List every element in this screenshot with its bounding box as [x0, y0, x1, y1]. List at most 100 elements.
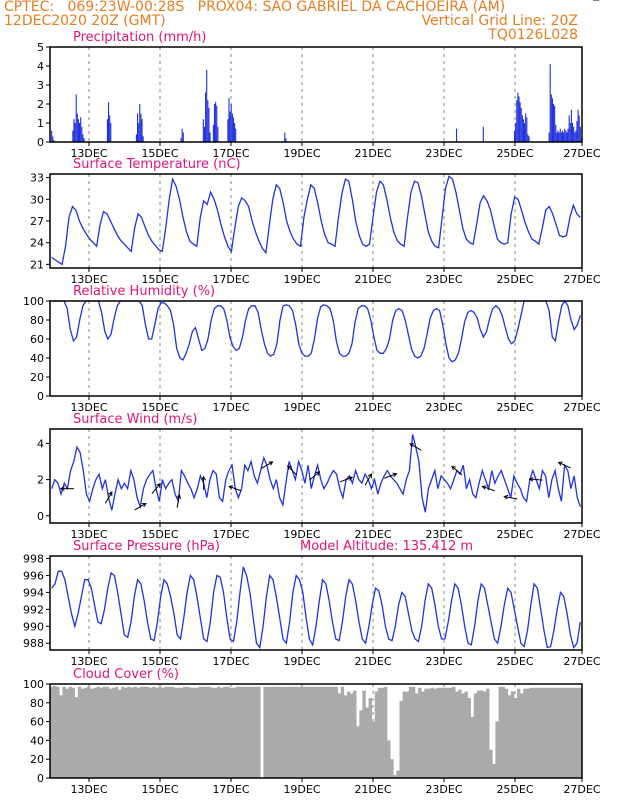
- precip-bar: [513, 130, 516, 142]
- cloud-cover-bar: [223, 686, 227, 778]
- cloud-cover-bar: [464, 691, 468, 778]
- cloud-cover-bar: [114, 686, 119, 778]
- cloud-cover-bar: [145, 686, 150, 778]
- wind-arrow-head: [367, 473, 373, 478]
- x-tick-label-wind: 23DEC: [425, 528, 462, 541]
- y-tick-label-precip: 5: [37, 41, 44, 54]
- precip-bar: [567, 128, 569, 142]
- x-tick-label-pres: 15DEC: [141, 655, 178, 668]
- precip-bar: [526, 117, 528, 142]
- y-tick-label-precip: 4: [37, 60, 44, 73]
- cloud-cover-bar: [139, 686, 144, 778]
- cloud-cover-bar: [213, 687, 218, 778]
- precip-bar: [577, 109, 579, 142]
- cloud-cover-bar: [529, 687, 533, 778]
- panel-pres: [46, 555, 583, 654]
- y-tick-label-pres: 994: [23, 586, 44, 599]
- precip-bar: [554, 105, 556, 142]
- cloud-cover-bar: [229, 687, 233, 778]
- cloud-cover-bar: [430, 687, 434, 778]
- cloud-cover-bar: [405, 691, 410, 778]
- cloud-cover-bar: [557, 687, 561, 778]
- precip-bar: [574, 132, 576, 142]
- x-tick-label-temp: 21DEC: [354, 273, 391, 286]
- x-tick-label-precip: 15DEC: [141, 147, 178, 160]
- cloud-cover-bar: [538, 687, 543, 778]
- cloud-cover-bar: [62, 686, 66, 778]
- wind-arrow: [134, 503, 147, 511]
- plot-frame-temp: [49, 173, 583, 269]
- series-line-wind: [50, 434, 582, 513]
- cloud-cover-bar: [384, 686, 388, 778]
- wind-arrow-head: [141, 502, 147, 508]
- station-header: CPTEC: 069:23W-00:28S PROX04: SAO GABRIE…: [4, 0, 506, 15]
- wind-arrow-head: [286, 465, 292, 470]
- precip-bar: [135, 134, 137, 142]
- cloud-cover-bar: [442, 687, 447, 778]
- cloud-cover-bar: [257, 686, 261, 778]
- cloud-cover-bar: [263, 686, 267, 778]
- x-tick-label-rh: 17DEC: [212, 401, 249, 414]
- x-tick-label-pres: 21DEC: [354, 655, 391, 668]
- precip-bar: [231, 113, 233, 142]
- precip-bar: [550, 94, 552, 142]
- cloud-cover-bar: [337, 693, 342, 778]
- x-tick-label-temp: 13DEC: [70, 273, 107, 286]
- y-tick-label-rh: 100: [23, 295, 44, 308]
- cloud-cover-bar: [346, 691, 351, 778]
- precip-bar: [80, 117, 82, 142]
- x-tick-label-wind: 17DEC: [212, 528, 249, 541]
- cloud-cover-bar: [520, 693, 524, 778]
- precip-bar: [202, 119, 204, 142]
- x-tick-label-cloud: 17DEC: [212, 783, 249, 796]
- precip-bar: [519, 102, 521, 142]
- cloud-cover-bar: [210, 687, 215, 778]
- cloud-cover-bar: [50, 686, 54, 778]
- precip-bar: [51, 130, 53, 142]
- x-tick-label-precip: 19DEC: [283, 147, 320, 160]
- cloud-cover-bar: [452, 686, 456, 778]
- precip-bar: [564, 128, 566, 142]
- cloud-cover-bar: [492, 763, 496, 778]
- precip-bar: [579, 126, 581, 142]
- cloud-cover-bar: [377, 687, 382, 778]
- cloud-cover-bar: [387, 740, 391, 778]
- cloud-cover-bar: [124, 687, 128, 778]
- precip-bar: [549, 64, 551, 142]
- cloud-cover-bar: [251, 686, 255, 778]
- cloud-cover-bar: [111, 687, 116, 778]
- cloud-cover-bar: [71, 687, 76, 778]
- y-tick-label-rh: 40: [30, 352, 44, 365]
- x-tick-label-precip: 23DEC: [425, 147, 462, 160]
- y-tick-label-precip: 1: [37, 117, 44, 130]
- precip-bar: [182, 132, 184, 142]
- cloud-cover-bar: [121, 686, 125, 778]
- precip-bar: [565, 130, 567, 142]
- cloud-cover-bar: [136, 687, 140, 778]
- precip-bar: [560, 132, 562, 142]
- x-tick-label-rh: 19DEC: [283, 401, 320, 414]
- cloud-cover-bar: [93, 687, 97, 778]
- precip-bar: [140, 113, 142, 142]
- precip-bar: [551, 98, 554, 142]
- cloud-cover-bar: [99, 687, 103, 778]
- cloud-cover-bar: [127, 686, 131, 778]
- panel-title-temp: Surface Temperature (nC): [73, 157, 241, 172]
- x-tick-label-rh: 13DEC: [70, 401, 107, 414]
- cloud-cover-bar: [523, 688, 527, 778]
- wind-arrow-head: [315, 471, 321, 476]
- y-tick-label-wind: 4: [37, 437, 44, 450]
- precip-bar: [74, 123, 76, 142]
- precip-bar: [209, 132, 211, 142]
- cloud-cover-bar: [303, 686, 308, 778]
- x-tick-label-pres: 13DEC: [70, 655, 107, 668]
- cloud-cover-bar: [563, 687, 567, 778]
- x-tick-label-temp: 19DEC: [283, 273, 320, 286]
- cloud-cover-bar: [152, 686, 156, 778]
- cloud-cover-bar: [374, 691, 379, 778]
- cloud-cover-bar: [309, 686, 314, 778]
- precip-bar: [578, 115, 580, 142]
- precip-bar: [208, 107, 210, 142]
- precip-bar: [235, 128, 237, 142]
- cloud-cover-bar: [68, 686, 72, 778]
